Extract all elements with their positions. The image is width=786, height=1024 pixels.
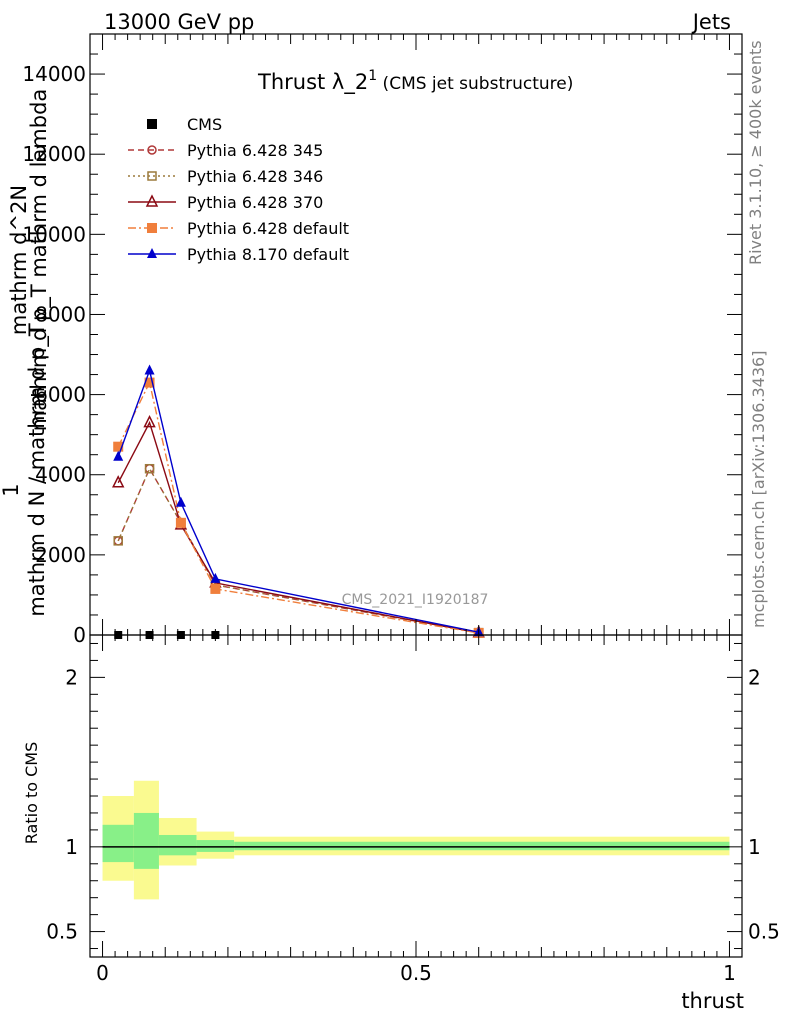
- header-right: Jets: [691, 10, 731, 34]
- series-4-point-0: [113, 441, 124, 452]
- main-y-axis-label: mathrm d^2N mathrm d p_T mathrm d lambda…: [0, 89, 52, 617]
- main-y-tick-label: 10000: [22, 222, 86, 246]
- legend-entry-0: CMS: [147, 115, 222, 134]
- legend-marker-5: [147, 248, 157, 258]
- series-4-point-3: [210, 583, 221, 594]
- legend-entry-1: Pythia 6.428 345: [128, 141, 323, 160]
- series-line-2: [117, 467, 479, 634]
- x-tick-label: 1: [723, 961, 736, 985]
- ratio-y-axis-label: Ratio to CMS: [22, 742, 41, 844]
- legend: CMS Pythia 6.428 345 Pythia 6.428 346 Pythi…: [128, 115, 349, 264]
- ratio-panel-frame: [89, 634, 743, 958]
- main-y-tick-label: 0: [73, 623, 86, 647]
- main-y-tick-label: 2000: [35, 543, 86, 567]
- main-y-tick-label: 12000: [22, 142, 86, 166]
- ratio-y-tick-label-left: 2: [65, 665, 78, 689]
- x-tick-label: 0: [96, 961, 109, 985]
- y-label-numerator: mathrm d^2N: [7, 185, 31, 335]
- series-5-point-1: [144, 364, 155, 375]
- legend-label-1: Pythia 6.428 345: [187, 141, 323, 160]
- series-3-point-1: [143, 414, 156, 428]
- main-y-tick-label: 14000: [22, 62, 86, 86]
- ratio-band-inner-3: [196, 840, 235, 852]
- axis-ticks: 0 2000 4000 6000 8000 10000 12000 14000 0.5 0.5 1 1…: [22, 33, 780, 985]
- y-label-one: 1: [0, 483, 23, 496]
- y-label-denominator: mathrm d p_T mathrm d lambda: [27, 89, 52, 432]
- title-sup: 1: [368, 68, 377, 84]
- ratio-band-inner-4: [234, 841, 730, 851]
- legend-marker-2: [147, 171, 157, 181]
- legend-entry-3: Pythia 6.428 370: [128, 193, 323, 212]
- legend-entry-4: Pythia 6.428 default: [128, 219, 349, 238]
- analysis-watermark: CMS_2021_I1920187: [342, 592, 489, 608]
- series-line-1: [117, 467, 479, 634]
- series-2-point-0: [113, 536, 123, 546]
- rivet-label: Rivet 3.1.10, ≥ 400k events: [746, 40, 765, 265]
- series-1: [113, 463, 484, 638]
- legend-entry-2: Pythia 6.428 346: [128, 167, 323, 186]
- legend-marker-3: [145, 194, 159, 207]
- series-2: [113, 463, 484, 638]
- x-tick-label: 0.5: [400, 961, 432, 985]
- ratio-y-tick-label-right: 0.5: [748, 920, 780, 944]
- mcplots-label: mcplots.cern.ch [arXiv:1306.3436]: [749, 351, 768, 628]
- x-axis-label: thrust: [681, 989, 744, 1013]
- y-label-normalisation: mathrm d N / mathrm d p_T: [25, 323, 50, 617]
- ratio-band-inner-0: [102, 824, 134, 863]
- legend-label-2: Pythia 6.428 346: [187, 167, 323, 186]
- legend-entry-5: Pythia 8.170 default: [128, 245, 349, 264]
- ratio-y-tick-label-left: 0.5: [46, 920, 78, 944]
- series-4-point-2: [175, 517, 186, 528]
- legend-label-4: Pythia 6.428 default: [187, 219, 349, 238]
- chart-title: Thrust λ_21 (CMS jet substructure): [257, 68, 573, 95]
- header-left: 13000 GeV pp: [104, 10, 254, 34]
- ratio-band-inner-2: [158, 834, 197, 856]
- ratio-y-tick-label-right: 1: [748, 835, 761, 859]
- title-sub: (CMS jet substructure): [377, 74, 573, 94]
- series-2-point-1: [144, 463, 155, 474]
- series-5-point-3: [210, 572, 221, 583]
- legend-label-3: Pythia 6.428 370: [187, 193, 323, 212]
- series-4-point-1: [144, 377, 155, 388]
- legend-label-5: Pythia 8.170 default: [187, 245, 349, 264]
- legend-marker-4: [147, 223, 157, 233]
- main-y-tick-label: 8000: [35, 302, 86, 326]
- ratio-band-inner-1: [133, 812, 159, 869]
- series-1-point-1: [144, 463, 155, 474]
- main-y-tick-label: 6000: [35, 383, 86, 407]
- legend-marker-1: [147, 145, 157, 155]
- ratio-y-tick-label-left: 1: [65, 835, 78, 859]
- legend-label-0: CMS: [187, 115, 222, 134]
- legend-marker-0: [147, 119, 157, 129]
- ratio-bands: [102, 780, 730, 900]
- title-main: Thrust λ_2: [257, 70, 368, 95]
- series-5-point-2: [175, 496, 186, 507]
- series-3-point-0: [111, 475, 125, 488]
- series-5: [113, 364, 484, 637]
- series-5-point-0: [113, 450, 124, 461]
- main-y-tick-label: 4000: [35, 463, 86, 487]
- ratio-y-tick-label-right: 2: [748, 665, 761, 689]
